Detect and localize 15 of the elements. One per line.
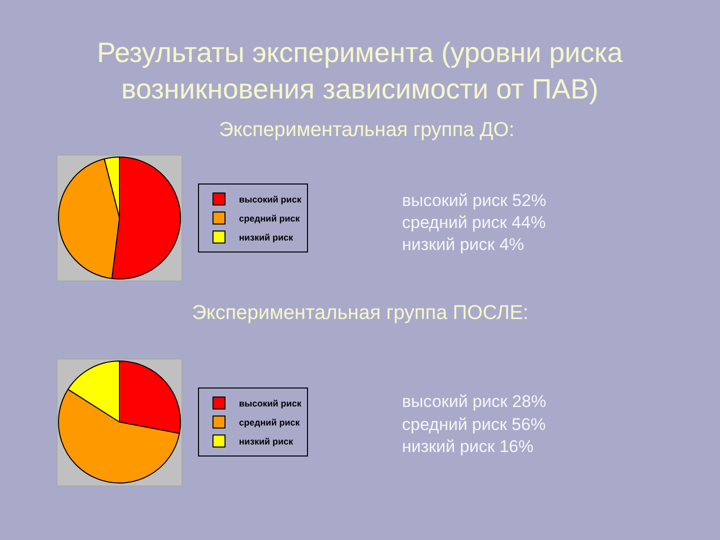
legend-label: низкий риск	[239, 232, 294, 243]
chart-title: Результаты эксперимента (уровни риска возникновения зависимости от ПАВ)	[97, 37, 624, 104]
legend-label: средний риск	[239, 418, 300, 428]
text: Экспериментальная группа ДО:	[219, 119, 514, 141]
text: высокий риск 52%	[402, 191, 546, 210]
legend-label: высокий риск	[239, 194, 302, 205]
legend-label: низкий риск	[239, 436, 294, 447]
text: средний риск 56%	[402, 415, 546, 434]
text: высокий риск 28%	[402, 392, 546, 411]
legend-label: высокий риск	[239, 398, 302, 409]
text: средний риск 44%	[402, 213, 546, 232]
text: Экспериментальная группа ПОСЛЕ:	[192, 302, 528, 324]
text: низкий риск 16%	[402, 437, 534, 456]
text: низкий риск 4%	[402, 235, 524, 254]
legend-label: средний риск	[239, 214, 300, 224]
